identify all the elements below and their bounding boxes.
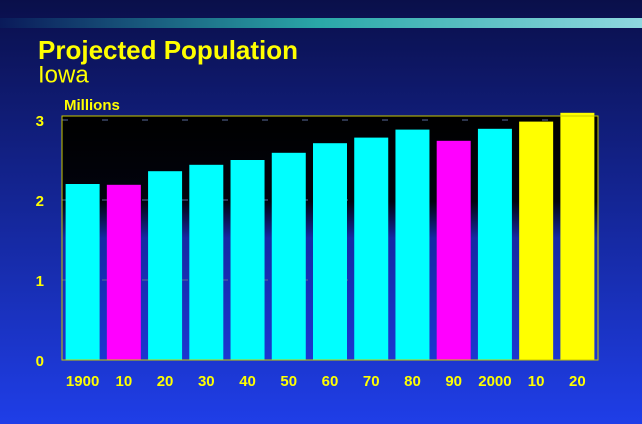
x-tick-label: 60 — [322, 373, 339, 390]
bar — [354, 137, 389, 360]
plot-frame — [61, 115, 599, 361]
x-tick-label: 90 — [445, 373, 462, 390]
bar — [313, 143, 347, 360]
bar — [395, 129, 430, 360]
y-axis-label: Millions — [64, 97, 120, 114]
y-tick-label: 3 — [36, 113, 44, 130]
bar — [519, 121, 554, 360]
y-tick-label: 0 — [36, 353, 44, 370]
x-tick-label: 20 — [569, 373, 586, 390]
x-tick-label: 20 — [157, 373, 174, 390]
bar — [65, 184, 100, 360]
x-tick-label: 10 — [116, 373, 133, 390]
x-tick-label: 50 — [280, 373, 297, 390]
chart-subtitle: Iowa — [38, 61, 89, 88]
bar — [477, 128, 512, 360]
bar — [436, 140, 471, 360]
y-tick-label: 2 — [36, 193, 44, 210]
x-tick-label: 80 — [404, 373, 421, 390]
x-tick-label: 10 — [528, 373, 545, 390]
bar — [271, 152, 306, 360]
x-tick-label: 1900 — [66, 373, 99, 390]
bar — [189, 164, 224, 360]
bar — [230, 160, 265, 360]
header-stripe — [0, 18, 642, 28]
x-tick-label: 40 — [239, 373, 256, 390]
x-tick-label: 30 — [198, 373, 215, 390]
bar — [106, 184, 141, 360]
chart-title: Projected Population — [38, 35, 298, 65]
bar — [148, 171, 183, 360]
x-tick-label: 2000 — [478, 373, 511, 390]
x-tick-label: 70 — [363, 373, 380, 390]
y-tick-label: 1 — [36, 273, 44, 290]
bar — [560, 112, 595, 360]
